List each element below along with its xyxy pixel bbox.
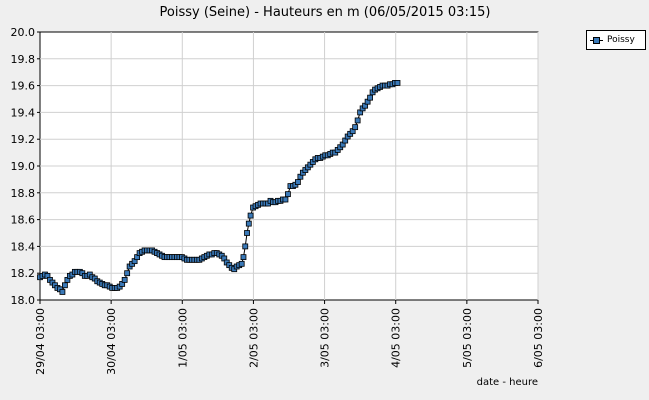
- y-tick-label: 18.8: [11, 187, 36, 200]
- y-tick-label: 18.2: [11, 267, 36, 280]
- data-point: [367, 94, 374, 101]
- data-point: [59, 289, 66, 295]
- x-tick-label: 3/05 03:00: [319, 308, 332, 368]
- data-point: [352, 124, 359, 131]
- data-point: [124, 270, 131, 277]
- y-tick-label: 18.4: [11, 240, 36, 253]
- data-point: [244, 230, 250, 236]
- data-point: [242, 243, 249, 250]
- x-axis-label: date - heure: [477, 377, 538, 388]
- data-point: [354, 117, 361, 124]
- y-tick-label: 20.0: [11, 26, 36, 39]
- data-point: [121, 276, 128, 283]
- data-point: [240, 254, 247, 261]
- data-point: [285, 191, 291, 198]
- legend-swatch: [593, 37, 600, 44]
- y-tick-label: 19.6: [11, 80, 36, 93]
- x-tick-label: 5/05 03:00: [461, 308, 474, 368]
- x-tick-label: 29/04 03:00: [34, 308, 47, 375]
- grid: [40, 32, 539, 300]
- chart-title: Poissy (Seine) - Hauteurs en m (06/05/20…: [160, 5, 491, 20]
- x-tick-label: 2/05 03:00: [247, 308, 260, 368]
- data-point: [62, 282, 68, 289]
- legend: Poissy: [586, 30, 646, 50]
- legend-label: Poissy: [607, 35, 635, 45]
- x-tick-label: 30/04 03:00: [105, 308, 118, 375]
- y-tick-label: 19.0: [11, 160, 36, 173]
- series-layer: [37, 80, 401, 295]
- data-point: [394, 80, 401, 86]
- data-point: [247, 212, 254, 219]
- x-axis: 29/04 03:00 30/04 03:00 1/05 03:00 2/05 03:…: [34, 300, 545, 375]
- y-tick-label: 19.2: [11, 133, 36, 146]
- x-tick-label: 1/05 03:00: [176, 308, 189, 368]
- x-tick-label: 4/05 03:00: [390, 308, 403, 368]
- data-point: [238, 260, 245, 267]
- y-tick-label: 18.6: [11, 214, 36, 227]
- y-axis: 18.0 18.2 18.4 18.6 18.8 19.0 19.2 19.4 19.6 19.8…: [11, 26, 40, 307]
- y-tick-label: 18.0: [11, 294, 36, 307]
- y-tick-label: 19.8: [11, 53, 36, 66]
- data-point: [282, 196, 289, 203]
- x-tick-label: 6/05 03:00: [532, 308, 545, 368]
- data-point: [245, 220, 252, 227]
- y-tick-label: 19.4: [11, 106, 36, 119]
- data-point: [294, 179, 301, 185]
